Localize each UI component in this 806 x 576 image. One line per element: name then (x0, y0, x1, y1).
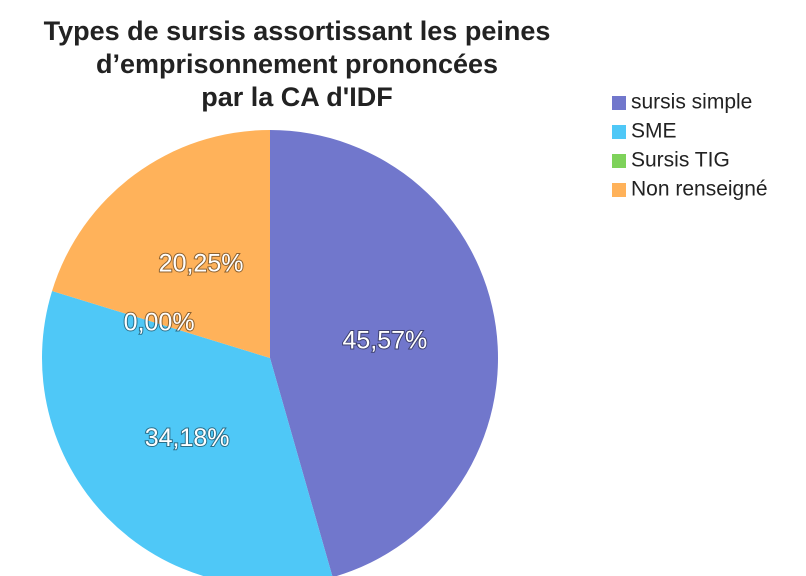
legend-swatch (612, 125, 626, 139)
data-label: 0,00% (124, 309, 195, 337)
legend-label: sursis simple (631, 91, 752, 114)
legend-label: SME (631, 120, 677, 143)
legend-label: Non renseigné (631, 178, 768, 201)
legend-swatch (612, 154, 626, 168)
chart-title: par la CA d'IDF (201, 82, 392, 112)
pie-slice (52, 130, 270, 358)
legend-label: Sursis TIG (631, 149, 730, 172)
data-label: 20,25% (159, 249, 244, 277)
legend-swatch (612, 96, 626, 110)
data-label: 34,18% (145, 424, 230, 452)
chart-title: d’emprisonnement prononcées (96, 49, 498, 79)
legend-swatch (612, 183, 626, 197)
chart-title: Types de sursis assortissant les peines (44, 16, 551, 46)
pie-slice (42, 290, 333, 576)
pie-slice (270, 130, 498, 576)
data-label: 45,57% (342, 327, 427, 355)
